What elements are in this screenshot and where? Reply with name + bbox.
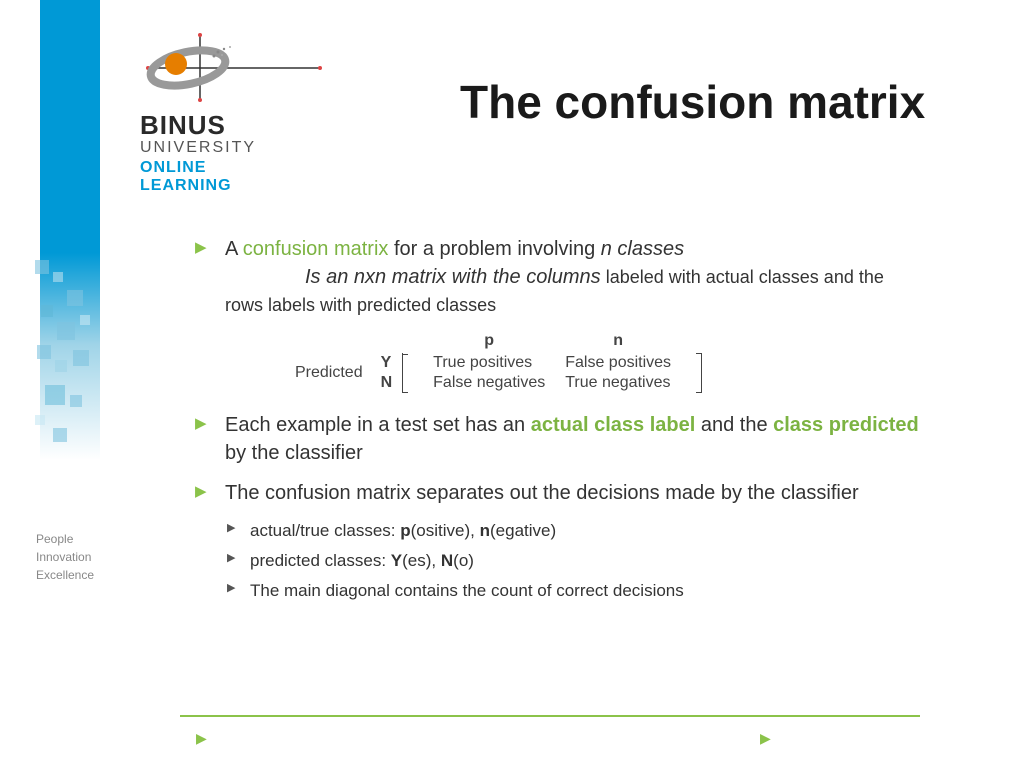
logo-university: UNIVERSITY [140,139,360,157]
tagline: People Innovation Excellence [36,530,94,584]
slide-title: The confusion matrix [460,75,925,129]
s2-post: (o) [453,551,474,570]
sub-bullet-2: predicted classes: Y(es), N(o) [195,549,925,573]
content: A confusion matrix for a problem involvi… [195,235,925,608]
logo-online: ONLINE [140,159,360,177]
bullet-3: The confusion matrix separates out the d… [195,479,925,507]
logo-text: BINUS UNIVERSITY ONLINE LEARNING [140,110,360,195]
tagline-line1: People [36,530,94,548]
matrix-tn: True negatives [555,373,681,393]
b1-mid: for a problem involving [388,238,600,260]
matrix-row-n: N [371,373,403,393]
matrix-predicted-label: Predicted [285,353,371,393]
b1-pre: A [225,238,243,260]
sub-bullet-3: The main diagonal contains the count of … [195,579,925,603]
logo-learning: LEARNING [140,177,360,195]
bullet-2: Each example in a test set has an actual… [195,411,925,467]
footer-arrow-right-icon: ▶ [760,730,771,747]
matrix-tp: True positives [423,353,555,373]
s1-b1: p [400,521,410,540]
s2-b2: N [441,551,453,570]
s1-mid1: (ositive), [411,521,480,540]
sidebar: People Innovation Excellence [0,0,100,768]
b1-line2-italic: Is an nxn matrix with the columns [305,266,601,288]
footer-arrow-left-icon: ▶ [196,730,207,747]
b2-g2: class predicted [773,414,919,436]
s2-b1: Y [391,551,402,570]
logo-binus: BINUS [140,110,360,141]
matrix-fn: False negatives [423,373,555,393]
b2-post: by the classifier [225,442,363,464]
s2-pre: predicted classes: [250,551,391,570]
s1-b2: n [480,521,490,540]
sidebar-pixel-pattern [35,250,105,470]
tagline-line3: Excellence [36,566,94,584]
b1-italic1: n classes [601,238,684,260]
matrix-row-y: Y [371,353,403,373]
matrix-fp: False positives [555,353,681,373]
bullet-1: A confusion matrix for a problem involvi… [195,235,925,319]
tagline-line2: Innovation [36,548,94,566]
confusion-matrix: p n Predicted Y True positives False pos… [285,331,925,393]
footer-divider [180,715,920,717]
s1-pre: actual/true classes: [250,521,400,540]
b2-mid: and the [695,414,773,436]
sub-bullet-1: actual/true classes: p(ositive), n(egati… [195,519,925,543]
s2-mid1: (es), [402,551,441,570]
logo: BINUS UNIVERSITY ONLINE LEARNING [140,30,360,195]
matrix-col-n: n [555,331,681,353]
matrix-col-p: p [423,331,555,353]
s1-post: (egative) [490,521,556,540]
logo-graphic [140,30,330,105]
b1-green: confusion matrix [243,238,389,260]
b2-pre: Each example in a test set has an [225,414,531,436]
b2-g1: actual class label [531,414,696,436]
